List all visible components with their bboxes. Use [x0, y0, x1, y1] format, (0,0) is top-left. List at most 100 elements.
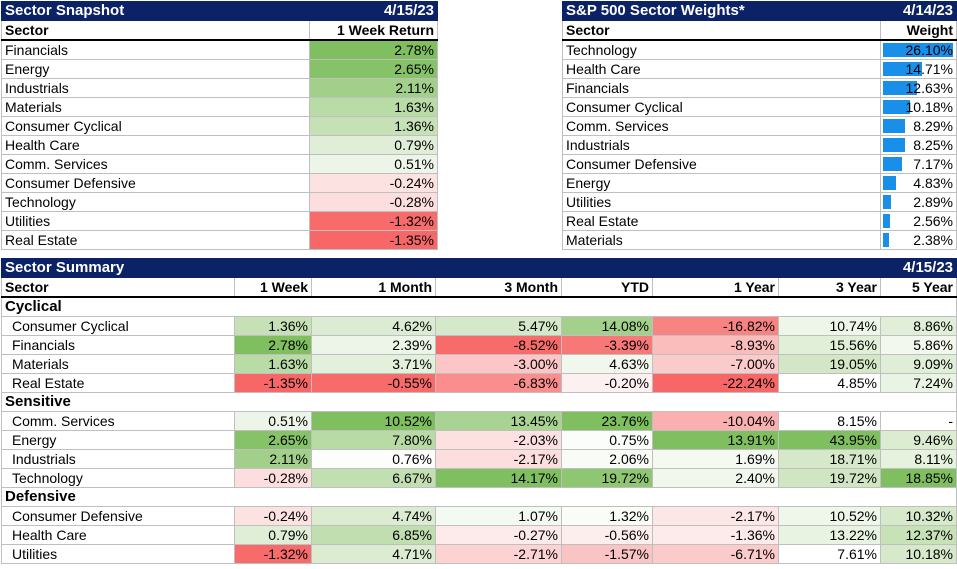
return-cell: 7.61% [778, 544, 881, 564]
weights-header-weight: Weight [880, 20, 957, 41]
return-cell: 0.79% [234, 525, 312, 545]
return-cell: -0.55% [311, 373, 436, 393]
group-name: Sensitive [1, 392, 957, 412]
sector-name: Health Care [1, 135, 310, 155]
weight-cell: 8.25% [880, 135, 957, 155]
weight-bar [883, 62, 923, 76]
weight-value: 26.10% [905, 42, 953, 58]
weights-header-row: Sector Weight [562, 20, 957, 41]
return-cell: -3.00% [435, 354, 562, 374]
return-cell: 1.69% [652, 449, 779, 469]
table-row: Comm. Services 8.29% [562, 116, 957, 136]
return-cell: 14.17% [435, 468, 562, 488]
table-row: Financials 2.78% 2.39% -8.52% -3.39% -8.93% 15… [1, 335, 957, 355]
sector-name: Consumer Defensive [1, 506, 235, 526]
return-cell: 7.24% [880, 373, 957, 393]
return-cell: 2.11% [234, 449, 312, 469]
weight-value: 8.29% [913, 118, 953, 134]
table-row: Materials 2.38% [562, 230, 957, 250]
table-row: Energy 4.83% [562, 173, 957, 193]
table-row: Comm. Services 0.51% [1, 154, 438, 174]
weight-cell: 2.89% [880, 192, 957, 212]
return-cell: -2.17% [435, 449, 562, 469]
return-cell: -8.93% [652, 335, 779, 355]
sector-name: Comm. Services [562, 116, 881, 136]
sector-name: Industrials [1, 78, 310, 98]
table-row: Health Care 0.79% [1, 135, 438, 155]
return-cell: 2.39% [311, 335, 436, 355]
table-row: Utilities -1.32% 4.71% -2.71% -1.57% -6.71% 7.… [1, 544, 957, 564]
return-cell: 0.76% [311, 449, 436, 469]
return-cell: 15.56% [778, 335, 881, 355]
return-value: 2.78% [309, 39, 438, 60]
table-row: Energy 2.65% 7.80% -2.03% 0.75% 13.91% 43.95% 9… [1, 430, 957, 450]
return-cell: 19.05% [778, 354, 881, 374]
snapshot-header-row: Sector 1 Week Return [1, 20, 438, 41]
return-value: -1.32% [309, 211, 438, 231]
return-cell: 1.07% [435, 506, 562, 526]
table-row: Consumer Cyclical 10.18% [562, 97, 957, 117]
return-cell: 14.08% [561, 316, 653, 336]
return-cell: 4.85% [778, 373, 881, 393]
return-cell: -1.36% [652, 525, 779, 545]
return-cell: 7.80% [311, 430, 436, 450]
return-cell: -0.27% [435, 525, 562, 545]
return-cell: 5.86% [880, 335, 957, 355]
return-cell: -2.71% [435, 544, 562, 564]
sector-weights-table: S&P 500 Sector Weights* 4/14/23 Sector W… [562, 1, 957, 250]
sector-name: Financials [562, 78, 881, 98]
return-cell: 19.72% [561, 468, 653, 488]
return-cell: -6.71% [652, 544, 779, 564]
weight-value: 2.56% [913, 213, 953, 229]
return-cell: - [880, 411, 957, 431]
weight-bar [883, 119, 906, 133]
sector-name: Comm. Services [1, 411, 235, 431]
table-row: Technology -0.28% [1, 192, 438, 212]
sector-name: Health Care [1, 525, 235, 545]
return-cell: -1.35% [234, 373, 312, 393]
return-cell: 12.37% [880, 525, 957, 545]
return-cell: -16.82% [652, 316, 779, 336]
return-cell: 0.51% [234, 411, 312, 431]
return-cell: 10.52% [311, 411, 436, 431]
snapshot-header-sector: Sector [1, 20, 310, 41]
sector-name: Comm. Services [1, 154, 310, 174]
return-value: 1.63% [309, 97, 438, 117]
return-cell: -1.57% [561, 544, 653, 564]
group-header-row: Sensitive [1, 392, 957, 412]
summary-header-1month: 1 Month [311, 277, 436, 298]
return-cell: 6.85% [311, 525, 436, 545]
sector-name: Utilities [1, 211, 310, 231]
weight-value: 7.17% [913, 156, 953, 172]
return-cell: -10.04% [652, 411, 779, 431]
return-cell: 4.71% [311, 544, 436, 564]
table-row: Industrials 2.11% [1, 78, 438, 98]
weights-body: Technology 26.10% Health Care 14.71% Financi… [562, 39, 957, 250]
weights-date: 4/14/23 [880, 1, 957, 21]
summary-title-row: Sector Summary 4/15/23 [1, 258, 957, 278]
sector-name: Consumer Cyclical [562, 97, 881, 117]
weight-bar [883, 176, 896, 190]
return-cell: -6.83% [435, 373, 562, 393]
table-row: Energy 2.65% [1, 59, 438, 79]
return-cell: 18.71% [778, 449, 881, 469]
summary-header-sector: Sector [1, 277, 235, 298]
return-cell: -2.03% [435, 430, 562, 450]
weight-cell: 10.18% [880, 97, 957, 117]
return-cell: 10.18% [880, 544, 957, 564]
return-cell: 19.72% [778, 468, 881, 488]
return-cell: 10.32% [880, 506, 957, 526]
return-cell: 1.63% [234, 354, 312, 374]
sector-name: Technology [1, 192, 310, 212]
weight-cell: 4.83% [880, 173, 957, 193]
weight-cell: 12.63% [880, 78, 957, 98]
return-cell: 3.71% [311, 354, 436, 374]
return-cell: 1.36% [234, 316, 312, 336]
table-row: Consumer Defensive -0.24% [1, 173, 438, 193]
summary-header-3month: 3 Month [435, 277, 562, 298]
table-row: Real Estate 2.56% [562, 211, 957, 231]
return-cell: -3.39% [561, 335, 653, 355]
return-value: -1.35% [309, 230, 438, 250]
table-row: Real Estate -1.35% [1, 230, 438, 250]
table-row: Industrials 8.25% [562, 135, 957, 155]
